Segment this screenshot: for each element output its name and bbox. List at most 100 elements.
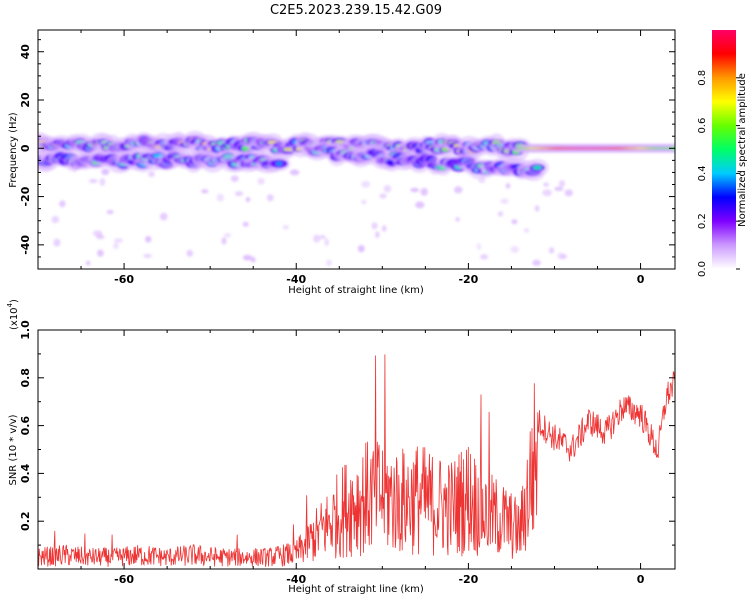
spectrogram-cell — [379, 193, 387, 199]
spectrogram-cell — [478, 176, 486, 184]
snr-xtick-label: -20 — [458, 573, 478, 586]
spectrogram-cell — [554, 186, 564, 192]
spectrogram-cell — [242, 221, 249, 227]
spectrogram-cell — [410, 187, 420, 193]
spectrogram-cell — [415, 201, 425, 209]
colorbar-gradient — [712, 30, 736, 269]
spectrogram-cell — [148, 171, 155, 178]
spectrogram-cell — [543, 182, 550, 187]
snr-xlabel: Height of straight line (km) — [288, 584, 424, 595]
spectrogram-cell — [106, 209, 114, 215]
spectrogram-cell — [95, 234, 105, 240]
spectrogram-cell — [101, 168, 110, 176]
spectrogram-cell — [548, 247, 555, 254]
spectrogram-cell — [99, 178, 106, 186]
spectrogram-ytick-label: -40 — [19, 235, 32, 255]
snr-ticks: -60 -40 -20 0 0.2 0.4 0.6 0.8 1.0 — [19, 320, 675, 586]
spectrogram-cell — [216, 193, 224, 202]
spectrogram-cell — [497, 211, 504, 217]
spectrogram-ytick-label: 20 — [19, 92, 32, 108]
spectrogram-xtick-label: -40 — [286, 273, 306, 286]
spectrogram-cell — [383, 185, 392, 193]
colorbar-tick-label: 0.4 — [697, 165, 708, 181]
snr-multiplier: (x104) — [6, 299, 20, 330]
spectrogram-cell — [534, 205, 540, 212]
spectrogram-cell — [266, 194, 274, 202]
spectrogram-cell — [454, 186, 463, 194]
spectrogram-cell — [558, 180, 566, 188]
snr-xtick-label: -60 — [114, 573, 134, 586]
spectrogram-cell — [480, 168, 486, 175]
spectrogram-cell — [532, 165, 542, 170]
spectrogram-cell — [313, 234, 321, 243]
spectrogram-cell — [145, 235, 152, 243]
spectrogram-cell — [289, 169, 300, 176]
spectrogram-cell — [88, 178, 98, 184]
spectrogram-cell — [53, 238, 61, 247]
spectrogram-cell — [324, 238, 329, 247]
spectrogram-cell — [143, 253, 152, 258]
spectrogram-cell — [381, 225, 387, 232]
spectrogram-cell — [113, 238, 124, 243]
spectrogram-cell — [201, 189, 209, 194]
spectrogram-cell — [319, 234, 326, 240]
spectrogram-frame — [37, 29, 676, 270]
spectrogram-xtick-label: -20 — [458, 273, 478, 286]
colorbar-label: Normalized spectral amplitude — [737, 73, 748, 227]
spectrogram-cell — [371, 222, 378, 230]
snr-xtick-label: 0 — [637, 573, 645, 586]
spectrogram-ytick-label: 40 — [19, 44, 32, 60]
spectrogram-cell — [92, 230, 103, 237]
snr-series-line — [38, 354, 675, 567]
spectrogram-ytick-label: -20 — [19, 186, 32, 206]
snr-ylabel: SNR (10 * v/v) — [8, 414, 19, 485]
spectrogram-cell — [230, 175, 239, 182]
spectrogram-cell — [480, 254, 489, 260]
snr-multiplier-close: ) — [9, 299, 20, 303]
spectrogram-cell — [326, 259, 333, 267]
spectrogram-cell — [556, 252, 565, 260]
spectrogram-cell — [72, 165, 78, 173]
colorbar-tick-label: 0.2 — [697, 213, 708, 229]
spectrogram-cell — [542, 189, 553, 197]
colorbar-ticks: 0.0 0.2 0.4 0.6 0.8 — [697, 70, 740, 277]
spectrogram-cell — [374, 231, 380, 239]
spectrogram-panel: -60 -40 -20 0 -40 -20 0 20 40 Height of straight… — [8, 29, 676, 296]
figure-title: C2E5.2023.239.15.42.G09 — [270, 3, 442, 18]
colorbar-tick-label: 0.0 — [697, 261, 708, 277]
spectrogram-cell — [186, 249, 193, 257]
snr-panel: -60 -40 -20 0 0.2 0.4 0.6 0.8 1.0 Height of stra… — [6, 299, 676, 595]
spectrogram-cell — [420, 187, 428, 196]
spectrogram-cell — [532, 259, 541, 266]
spectrogram-xlabel: Height of straight line (km) — [288, 285, 424, 296]
spectrogram-cell — [159, 212, 168, 221]
snr-ytick-label: 1.0 — [19, 320, 32, 340]
colorbar-tick-label: 0.8 — [697, 70, 708, 86]
spectrogram-cell — [357, 245, 365, 253]
spectrogram-ticks: -60 -40 -20 0 -40 -20 0 20 40 — [19, 30, 675, 286]
spectrogram-cell — [510, 245, 519, 254]
spectrogram-ylabel: Frequency (Hz) — [8, 112, 19, 188]
snr-xtick-label: -40 — [286, 573, 306, 586]
colorbar: 0.0 0.2 0.4 0.6 0.8 Normalized spectral ampl… — [697, 30, 748, 277]
spectrogram-cell — [361, 199, 367, 205]
snr-ytick-label: 0.4 — [19, 463, 32, 483]
spectrogram-cell — [275, 161, 283, 167]
spectrogram-cell — [97, 249, 104, 257]
spectrogram-xtick-label: -60 — [114, 273, 134, 286]
spectrogram-cell — [242, 254, 253, 261]
spectrogram-cell — [455, 217, 460, 222]
spectrogram-cell — [250, 256, 256, 263]
snr-ytick-label: 0.8 — [19, 368, 32, 388]
snr-ytick-label: 0.6 — [19, 416, 32, 436]
spectrogram-cell — [564, 189, 573, 197]
spectrogram-cell — [505, 182, 511, 189]
spectrogram-cell — [476, 243, 482, 251]
spectrogram-cell — [245, 197, 251, 202]
spectrogram-cell — [113, 242, 119, 250]
spectrogram-cell — [59, 200, 66, 208]
spectrogram-xtick-label: 0 — [637, 273, 645, 286]
snr-multiplier-base: (x10 — [9, 307, 20, 330]
spectrogram-cell — [257, 177, 265, 185]
